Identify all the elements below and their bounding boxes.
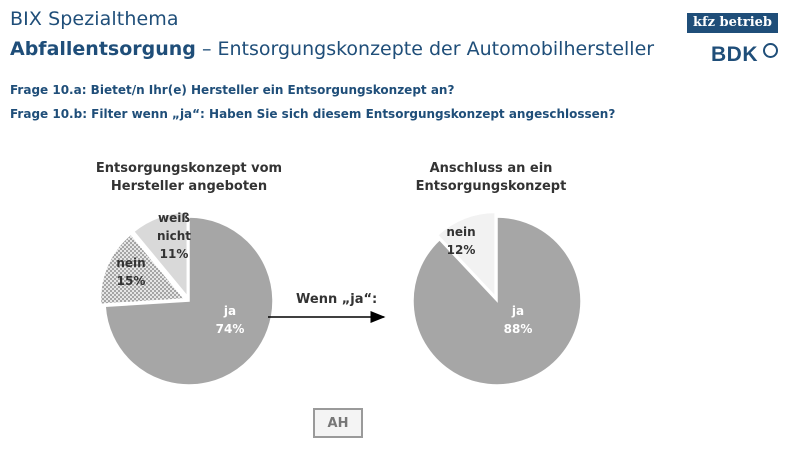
pie-slice-nein <box>436 211 496 299</box>
pie-chart-joined: ja 88% nein 12% <box>412 211 582 386</box>
slice-label-ja: ja 88% <box>504 304 533 336</box>
subtitle-rest: – Entsorgungskonzepte der Automobilherst… <box>195 38 655 60</box>
subtitle-topic: Abfallentsorgung <box>10 38 196 60</box>
pie-slice-ja <box>104 216 274 386</box>
chart-2-title: Anschluss an ein Entsorgungskonzept <box>381 160 601 196</box>
slice-label-weiss-nicht: weiß nicht 11% <box>157 211 191 261</box>
pie-chart-offered: ja 74% nein 15% weiß nicht 11% <box>99 211 274 386</box>
page-title: BIX Spezialthema <box>10 8 179 30</box>
pie-slice-weiss-nicht <box>132 211 189 299</box>
slice-label-nein: nein 15% <box>116 256 145 288</box>
ah-badge: AH <box>313 408 363 438</box>
bdk-logo: BDK <box>711 43 758 66</box>
question-10a: Frage 10.a: Bietet/n Ihr(e) Hersteller e… <box>10 83 455 97</box>
chart-2-title-line: Entsorgungskonzept <box>415 179 567 194</box>
slice-label-nein: nein 12% <box>446 225 475 257</box>
chart-2-title-line: Anschluss an ein <box>429 161 553 176</box>
chart-1-title-line: Hersteller angeboten <box>110 179 268 194</box>
slice-label-ja: ja 74% <box>216 304 245 336</box>
bdk-emblem-icon <box>763 43 778 58</box>
chart-1-title-line: Entsorgungskonzept vom <box>95 161 283 176</box>
page-subtitle: Abfallentsorgung – Entsorgungskonzepte d… <box>10 38 654 60</box>
chart-1-title: Entsorgungskonzept vom Hersteller angebo… <box>79 160 299 196</box>
pie-slice-nein <box>99 233 186 306</box>
kfz-betrieb-logo: kfz betrieb <box>686 13 778 33</box>
question-10b: Frage 10.b: Filter wenn „ja“: Haben Sie … <box>10 107 616 121</box>
connector-label: Wenn „ja“: <box>296 292 378 307</box>
pie-slice-ja <box>412 216 582 386</box>
